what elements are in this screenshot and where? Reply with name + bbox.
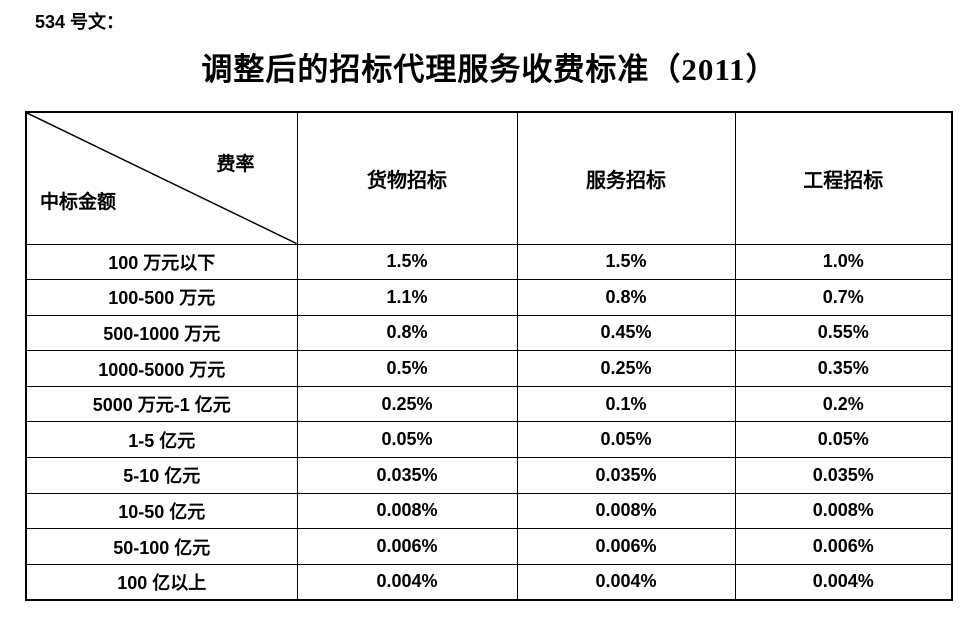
fee-value: 1.1% <box>296 279 518 316</box>
column-header-service-bidding: 服务招标 <box>516 111 736 245</box>
table-row: 1000-5000 万元 0.5% 0.25% 0.35% <box>25 350 953 387</box>
fee-value: 1.5% <box>296 243 518 281</box>
fee-value: 0.008% <box>516 492 736 530</box>
column-header-engineering-bidding: 工程招标 <box>734 111 953 245</box>
table-row: 100 亿以上 0.004% 0.004% 0.004% <box>25 563 953 601</box>
table-row: 50-100 亿元 0.006% 0.006% 0.006% <box>25 528 953 565</box>
fee-value: 0.035% <box>734 457 953 494</box>
fee-value: 0.25% <box>296 385 518 423</box>
fee-value: 0.45% <box>516 314 736 352</box>
row-label: 1000-5000 万元 <box>25 350 298 387</box>
fee-value: 0.035% <box>516 457 736 494</box>
fee-value: 0.035% <box>296 457 518 494</box>
fee-value: 0.25% <box>516 350 736 387</box>
row-label: 500-1000 万元 <box>25 314 298 352</box>
table-row: 500-1000 万元 0.8% 0.45% 0.55% <box>25 314 953 352</box>
page-title: 调整后的招标代理服务收费标准（2011） <box>201 52 778 87</box>
row-label: 50-100 亿元 <box>25 528 298 565</box>
corner-label-rate: 费率 <box>216 154 255 175</box>
fee-value: 0.004% <box>734 563 953 601</box>
row-label: 100 万元以下 <box>25 243 298 281</box>
fee-value: 1.0% <box>734 243 953 281</box>
diagonal-line <box>27 113 297 244</box>
table-row: 10-50 亿元 0.008% 0.008% 0.008% <box>25 492 953 530</box>
fee-value: 0.55% <box>734 314 953 352</box>
fee-value: 0.006% <box>296 528 518 565</box>
fee-value: 0.35% <box>734 350 953 387</box>
column-header-goods-bidding: 货物招标 <box>296 111 518 245</box>
row-label: 10-50 亿元 <box>25 492 298 530</box>
fee-value: 0.8% <box>516 279 736 316</box>
corner-header-cell: 费率 中标金额 <box>25 111 298 245</box>
table-row: 100-500 万元 1.1% 0.8% 0.7% <box>25 279 953 316</box>
fee-value: 0.006% <box>516 528 736 565</box>
fee-value: 0.5% <box>296 350 518 387</box>
table-row: 1-5 亿元 0.05% 0.05% 0.05% <box>25 421 953 459</box>
fee-value: 0.05% <box>734 421 953 459</box>
fee-value: 0.004% <box>296 563 518 601</box>
table-row: 5-10 亿元 0.035% 0.035% 0.035% <box>25 457 953 494</box>
fee-value: 0.2% <box>734 385 953 423</box>
fee-value: 0.008% <box>296 492 518 530</box>
fee-value: 0.1% <box>516 385 736 423</box>
fee-value: 0.8% <box>296 314 518 352</box>
table-row: 100 万元以下 1.5% 1.5% 1.0% <box>25 243 953 281</box>
fee-value: 0.006% <box>734 528 953 565</box>
doc-number-label: 534 号文： <box>35 12 125 32</box>
row-label: 1-5 亿元 <box>25 421 298 459</box>
row-label: 5-10 亿元 <box>25 457 298 494</box>
fee-value: 1.5% <box>516 243 736 281</box>
fee-rate-table: 费率 中标金额 货物招标 服务招标 工程招标 100 万元以下 1.5% 1.5… <box>25 111 953 601</box>
header-row: 费率 中标金额 货物招标 服务招标 工程招标 <box>25 111 953 245</box>
row-label: 5000 万元-1 亿元 <box>25 385 298 423</box>
fee-value: 0.004% <box>516 563 736 601</box>
fee-value: 0.008% <box>734 492 953 530</box>
fee-value: 0.05% <box>296 421 518 459</box>
fee-value: 0.05% <box>516 421 736 459</box>
fee-value: 0.7% <box>734 279 953 316</box>
corner-label-bid-amount: 中标金额 <box>40 191 117 213</box>
row-label: 100-500 万元 <box>25 279 298 316</box>
row-label: 100 亿以上 <box>25 563 298 601</box>
table-row: 5000 万元-1 亿元 0.25% 0.1% 0.2% <box>25 385 953 423</box>
